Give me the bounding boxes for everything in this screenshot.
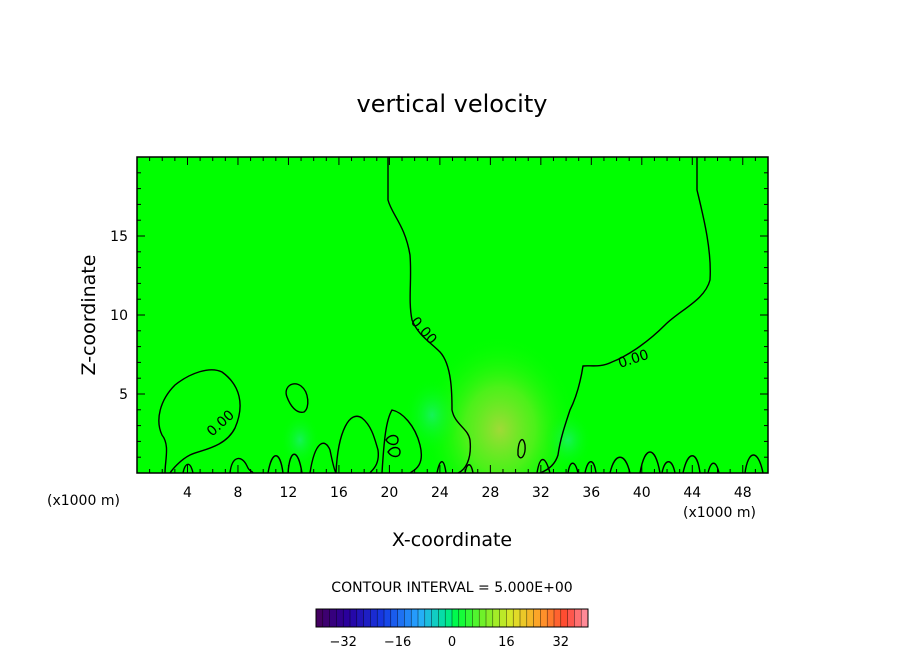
colorbar-cell (424, 609, 433, 627)
colorbar-cell (486, 609, 494, 627)
x-tick-label: 16 (330, 485, 348, 501)
colorbar (315, 608, 589, 628)
contour-interval-text: CONTOUR INTERVAL = 5.000E+00 (331, 580, 572, 596)
x-tick-label: 20 (380, 485, 398, 501)
colorbar-cell (581, 609, 589, 627)
colorbar-cell (397, 609, 405, 627)
zero-contours (158, 157, 764, 473)
colorbar-cell (316, 609, 324, 627)
colorbar-cell (567, 609, 575, 627)
colorbar-cell (356, 609, 365, 627)
colorbar-cell (329, 609, 337, 627)
x-tick-label: 24 (431, 485, 449, 501)
plot-area: 0.00 0.00 0.00 (137, 157, 768, 473)
colorbar-cell (560, 609, 569, 627)
contour-left-column (387, 157, 472, 473)
x-tick-label: 36 (582, 485, 600, 501)
colorbar-cell (350, 609, 358, 627)
colorbar-tick-label: 32 (553, 635, 570, 650)
x-axis-label: X-coordinate (392, 529, 512, 551)
weak-downdraft-left (404, 377, 460, 453)
colorbar-cell (370, 609, 378, 627)
x-tick-label: 32 (532, 485, 550, 501)
colorbar-cell (506, 609, 514, 627)
colorbar-tick-label: 0 (448, 635, 456, 650)
x-tick-label: 48 (734, 485, 752, 501)
colorbar-cell (526, 609, 535, 627)
colorbar-cell (363, 609, 371, 627)
x-tick-label: 28 (481, 485, 499, 501)
colorbar-tick-label: −16 (384, 635, 411, 650)
x-tick-label: 40 (633, 485, 651, 501)
x-unit-left: (x1000 m) (47, 493, 120, 509)
colorbar-cell (465, 609, 473, 627)
y-tick-label: 15 (110, 229, 128, 245)
colorbar-cell (513, 609, 521, 627)
y-axis-label: Z-coordinate (78, 255, 100, 376)
colorbar-cell (336, 609, 344, 627)
weak-downdraft-right (544, 410, 592, 470)
colorbar-cell (377, 609, 385, 627)
colorbar-cell (574, 609, 582, 627)
colorbar-cell (343, 609, 351, 627)
colorbar-cell (492, 609, 501, 627)
colorbar-frame (315, 608, 589, 628)
colorbar-cell (438, 609, 446, 627)
contour-ground-bumps (182, 409, 764, 473)
chart-title: vertical velocity (357, 90, 548, 118)
colorbar-cell (547, 609, 555, 627)
x-tick-label: 4 (183, 485, 192, 501)
contour-right-column (539, 157, 711, 473)
y-ticks: 5 10 15 (110, 172, 768, 458)
colorbar-cell (404, 609, 412, 627)
colorbar-cell (533, 609, 541, 627)
y-tick-label: 10 (110, 308, 128, 324)
colorbar-cell (472, 609, 480, 627)
colorbar-cell (390, 609, 399, 627)
colorbar-cell (322, 609, 331, 627)
colorbar-cell (479, 609, 487, 627)
colorbar-labels: −32 −16 0 16 32 (329, 635, 569, 650)
contour-small-loop-3 (387, 446, 401, 458)
contour-small-loop (285, 383, 309, 413)
colorbar-cell (411, 609, 419, 627)
colorbar-cell (499, 609, 507, 627)
weak-downdraft-left-2 (280, 412, 320, 468)
colorbar-cell (458, 609, 467, 627)
colorbar-cell (554, 609, 562, 627)
x-tick-label: 44 (683, 485, 701, 501)
updraft-core (422, 325, 578, 473)
colorbar-tick-label: 16 (498, 635, 515, 650)
contour-updraft-loop (517, 438, 526, 459)
colorbar-cell (431, 609, 439, 627)
colorbar-cell (520, 609, 528, 627)
x-tick-label: 8 (233, 485, 242, 501)
colorbar-cell (452, 609, 460, 627)
x-tick-label: 12 (280, 485, 298, 501)
contour-small-loop-2 (385, 434, 399, 446)
colorbar-cell (445, 609, 453, 627)
colorbar-cell (418, 609, 426, 627)
colorbar-cell (384, 609, 392, 627)
colorbar-tick-label: −32 (329, 635, 356, 650)
y-tick-label: 5 (119, 387, 128, 403)
colorbar-cell (540, 609, 548, 627)
x-unit-right: (x1000 m) (683, 505, 756, 521)
contour-left-cell (158, 369, 241, 473)
x-ticks: 4 8 12 16 20 24 28 32 36 40 44 48 (149, 157, 756, 501)
